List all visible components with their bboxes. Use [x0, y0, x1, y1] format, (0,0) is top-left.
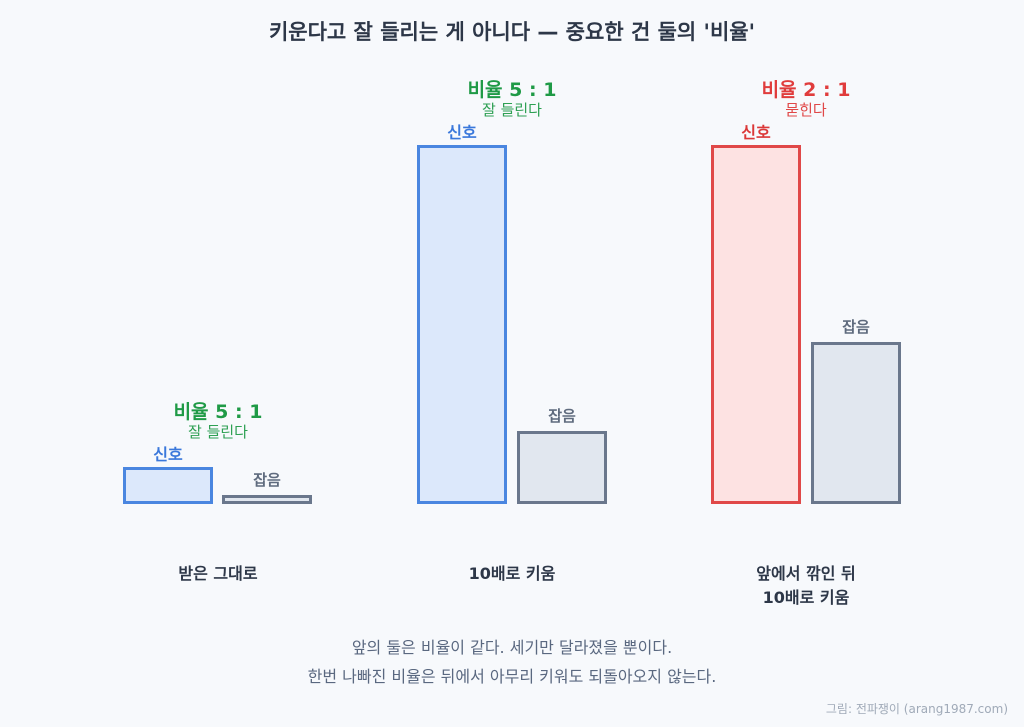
- signal-bar-group-2: [417, 145, 507, 504]
- noise-bar-group-3: [811, 342, 901, 504]
- group-label-1: 받은 그대로: [178, 564, 258, 583]
- noise-label-group-1: 잡음: [253, 471, 281, 489]
- noise-bar-group-2: [517, 431, 607, 504]
- group-label-2: 10배로 키움: [468, 564, 556, 583]
- ratio-label-group-3: 비율 2 : 1: [761, 79, 851, 101]
- caption-line-2: 한번 나빠진 비율은 뒤에서 아무리 키워도 되돌아오지 않는다.: [307, 667, 717, 686]
- ratio-label-group-1: 비율 5 : 1: [173, 401, 263, 423]
- page-title: 키운다고 잘 들리는 게 아니다 — 중요한 건 둘의 '비율': [268, 20, 756, 44]
- signal-bar-group-3: [711, 145, 801, 504]
- caption-line-1: 앞의 둘은 비율이 같다. 세기만 달라졌을 뿐이다.: [351, 638, 673, 657]
- verdict-label-group-1: 잘 들린다: [188, 423, 248, 441]
- noise-bar-group-1: [222, 495, 312, 504]
- signal-bar-group-1: [123, 467, 213, 504]
- signal-label-group-3: 신호: [741, 123, 771, 142]
- group-label-3-line-2: 10배로 키움: [762, 588, 850, 607]
- ratio-label-group-2: 비율 5 : 1: [467, 79, 557, 101]
- noise-label-group-3: 잡음: [842, 318, 870, 336]
- signal-label-group-1: 신호: [153, 445, 183, 464]
- verdict-label-group-2: 잘 들린다: [482, 101, 542, 119]
- verdict-label-group-3: 묻힌다: [785, 101, 827, 119]
- credit: 그림: 전파쟁이 (arang1987.com): [825, 702, 1008, 716]
- group-label-3-line-1: 앞에서 깎인 뒤: [756, 564, 856, 583]
- signal-label-group-2: 신호: [447, 123, 477, 142]
- noise-label-group-2: 잡음: [548, 407, 576, 425]
